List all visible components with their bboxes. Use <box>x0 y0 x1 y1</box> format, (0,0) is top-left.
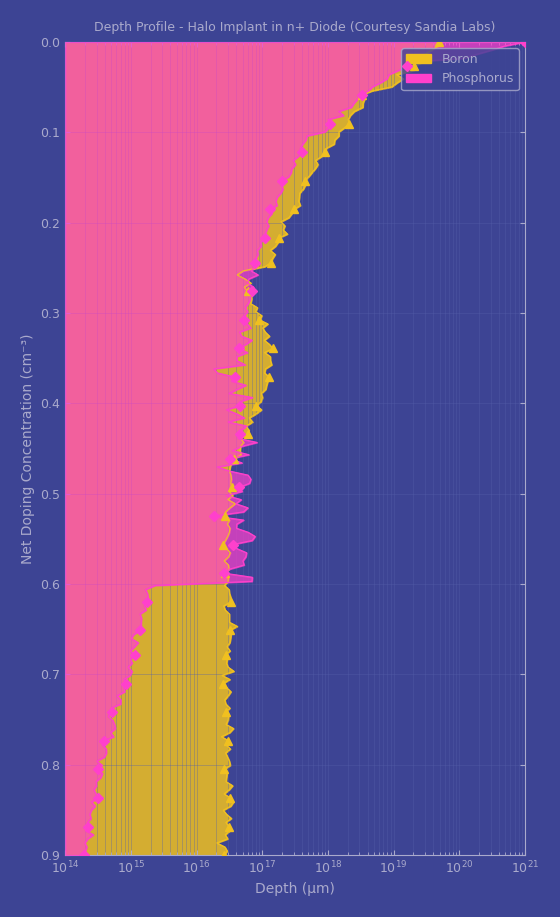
Legend: Boron, Phosphorus: Boron, Phosphorus <box>402 49 519 91</box>
X-axis label: Depth (μm): Depth (μm) <box>255 882 335 896</box>
Title: Depth Profile - Halo Implant in n+ Diode (Courtesy Sandia Labs): Depth Profile - Halo Implant in n+ Diode… <box>95 21 496 34</box>
Y-axis label: Net Doping Concentration (cm⁻³): Net Doping Concentration (cm⁻³) <box>21 333 35 564</box>
